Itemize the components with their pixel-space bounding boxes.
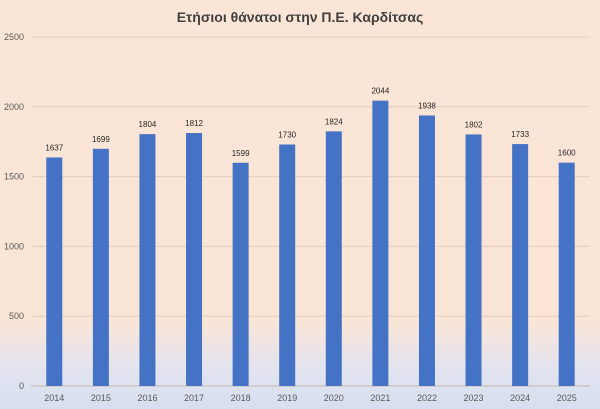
y-tick-label: 1500 (4, 172, 24, 182)
bar (372, 100, 389, 387)
bar (46, 157, 63, 386)
bar (325, 131, 342, 386)
data-label: 1699 (92, 135, 110, 144)
x-tick-label: 2024 (510, 393, 530, 403)
x-tick-label: 2025 (557, 393, 577, 403)
data-label: 2044 (371, 87, 389, 96)
data-label: 1600 (558, 149, 576, 158)
x-tick-label: 2021 (370, 393, 390, 403)
y-axis-ticks: 0 500 1000 1500 2000 2500 (4, 32, 24, 391)
data-label: 1812 (185, 119, 203, 128)
data-label: 1637 (45, 143, 63, 152)
data-label: 1733 (511, 130, 529, 139)
y-tick-label: 0 (19, 381, 24, 391)
gridlines (31, 36, 590, 387)
chart-title: Ετήσιοι θάνατοι στην Π.Ε. Καρδίτσας (176, 9, 424, 25)
x-tick-label: 2015 (91, 393, 111, 403)
y-tick-label: 2000 (4, 102, 24, 112)
y-tick-label: 500 (9, 311, 24, 321)
bar (418, 115, 435, 386)
x-tick-label: 2014 (44, 393, 64, 403)
data-labels: 1637 1699 1804 1812 1599 1730 1824 2044 1938 1802… (45, 87, 576, 158)
x-tick-label: 2020 (324, 393, 344, 403)
bar (512, 144, 529, 386)
y-tick-label: 2500 (4, 32, 24, 42)
x-tick-label: 2016 (137, 393, 157, 403)
bar (139, 134, 156, 386)
x-tick-label: 2017 (184, 393, 204, 403)
data-label: 1599 (232, 149, 250, 158)
bar (279, 144, 296, 386)
x-tick-label: 2023 (464, 393, 484, 403)
x-tick-label: 2019 (277, 393, 297, 403)
data-label: 1730 (278, 130, 296, 139)
data-label: 1802 (465, 120, 483, 129)
data-label: 1804 (139, 120, 157, 129)
bar (186, 133, 203, 386)
bars (46, 100, 575, 387)
x-axis-ticks: 2014 2015 2016 2017 2018 2019 2020 2021 2022 2023… (44, 393, 576, 403)
bar (232, 162, 249, 386)
x-tick-label: 2018 (231, 393, 251, 403)
bar (92, 148, 109, 386)
x-tick-label: 2022 (417, 393, 437, 403)
bar (465, 134, 482, 386)
data-label: 1824 (325, 117, 343, 126)
data-label: 1938 (418, 101, 436, 110)
bar (558, 162, 575, 386)
y-tick-label: 1000 (4, 241, 24, 251)
